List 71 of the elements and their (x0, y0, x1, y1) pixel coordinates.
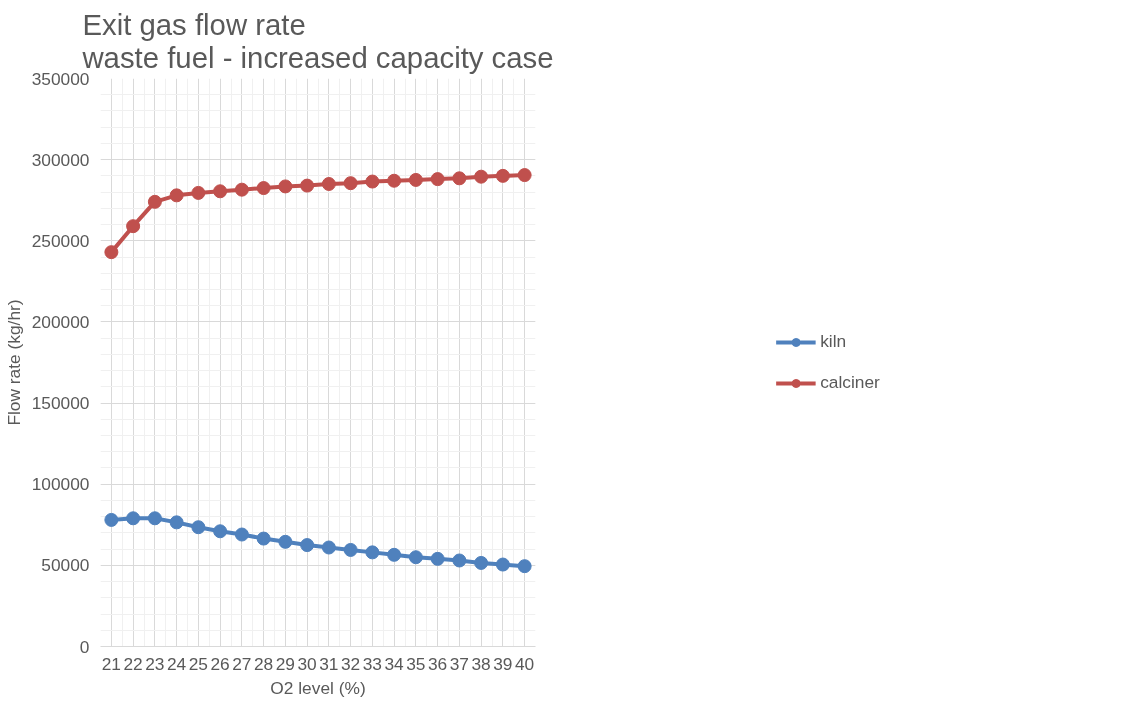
point (278, 179, 293, 194)
x-tick-label: 32 (340, 653, 361, 674)
point (474, 169, 489, 184)
point (300, 178, 315, 193)
x-tick-label: 28 (253, 653, 274, 674)
y-tick-label: 250000 (31, 230, 90, 251)
x-tick-label: 31 (319, 653, 339, 674)
point (321, 540, 336, 555)
point (452, 171, 467, 186)
y-tick-label: 50000 (41, 555, 90, 576)
x-axis-title: O2 level (%) (270, 677, 366, 698)
point (169, 188, 184, 203)
point (343, 542, 358, 557)
point (474, 555, 489, 570)
y-tick-label: 200000 (31, 311, 90, 332)
y-tick-label: 100000 (31, 474, 90, 495)
y-tick-label: 0 (79, 636, 90, 657)
point (495, 557, 510, 572)
point (126, 511, 141, 526)
point (517, 559, 532, 574)
point (104, 245, 119, 260)
point (408, 172, 423, 187)
point (278, 534, 293, 549)
legend-label: kiln (820, 331, 847, 352)
point (256, 181, 271, 196)
point (126, 219, 141, 234)
x-tick-label: 24 (166, 653, 187, 674)
point (408, 550, 423, 565)
point (234, 527, 249, 542)
point (343, 176, 358, 191)
point (321, 177, 336, 191)
x-tick-label: 27 (232, 653, 252, 674)
point (169, 515, 184, 530)
point (430, 551, 445, 566)
point (104, 512, 119, 527)
y-axis-title: Flow rate (kg/hr) (3, 299, 24, 426)
x-tick-label: 26 (210, 653, 230, 674)
x-tick-label: 23 (145, 653, 165, 674)
point (517, 168, 532, 183)
point (495, 168, 510, 183)
point (430, 172, 445, 187)
point (300, 538, 315, 553)
point (365, 174, 380, 189)
point (365, 545, 380, 560)
point (452, 553, 467, 568)
point (213, 524, 228, 539)
x-tick-label: 38 (471, 653, 491, 674)
point (191, 185, 206, 200)
x-tick-label: 36 (427, 653, 448, 674)
legend-label: calciner (820, 372, 880, 393)
x-tick-label: 33 (362, 653, 383, 674)
y-tick-label: 150000 (31, 393, 90, 414)
x-tick-label: 30 (297, 653, 317, 674)
x-tick-label: 29 (275, 653, 296, 674)
x-tick-label: 34 (384, 653, 405, 674)
y-tick-label: 300000 (31, 149, 90, 170)
point (256, 531, 271, 546)
point (213, 184, 228, 199)
point (387, 173, 402, 188)
point (191, 520, 206, 535)
x-tick-label: 37 (449, 653, 470, 674)
x-tick-label: 21 (101, 653, 122, 674)
point (387, 547, 402, 562)
x-tick-label: 22 (123, 653, 143, 674)
x-tick-label: 40 (514, 653, 535, 674)
point (147, 194, 162, 209)
x-tick-label: 39 (493, 653, 513, 674)
point (234, 182, 249, 197)
x-tick-label: 25 (188, 653, 209, 674)
x-tick-label: 35 (406, 653, 426, 674)
point (147, 511, 162, 526)
